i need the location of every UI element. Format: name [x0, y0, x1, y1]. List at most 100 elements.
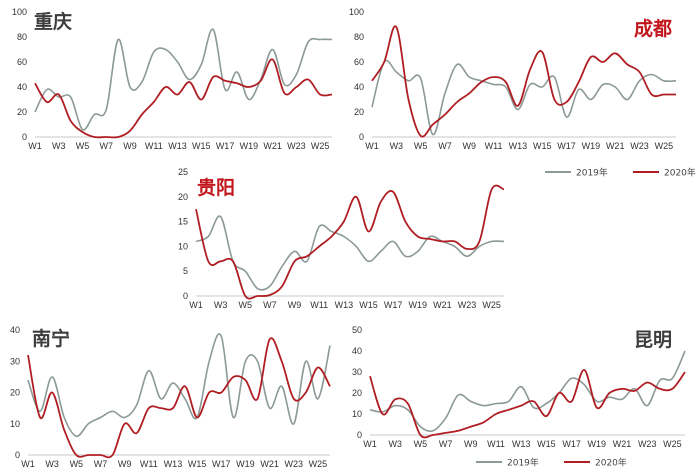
x-tick-label: W15: [188, 459, 207, 469]
x-tick-label: W13: [509, 141, 528, 151]
x-tick-label: W5: [414, 141, 428, 151]
x-tick-label: W17: [557, 141, 576, 151]
x-tick-label: W23: [458, 300, 477, 310]
x-tick-label: W11: [140, 459, 158, 469]
x-tick-label: W3: [388, 439, 402, 449]
x-tick-label: W17: [212, 459, 231, 469]
chart-title: 重庆: [34, 10, 72, 33]
y-tick-label: 20: [17, 107, 27, 117]
x-tick-label: W3: [45, 459, 59, 469]
y-tick-label: 80: [17, 32, 27, 42]
y-tick-label: 40: [354, 82, 364, 92]
x-tick-label: W15: [533, 141, 552, 151]
x-tick-label: W9: [463, 141, 477, 151]
y-tick-label: 10: [10, 419, 20, 429]
x-tick-label: W1: [365, 141, 379, 151]
x-tick-label: W25: [663, 439, 682, 449]
x-tick-label: W7: [439, 439, 453, 449]
y-tick-label: 40: [17, 82, 27, 92]
x-tick-label: W13: [335, 300, 354, 310]
chart-title: 贵阳: [197, 177, 235, 199]
x-tick-label: W11: [487, 439, 505, 449]
x-tick-label: W5: [414, 439, 428, 449]
y-tick-label: 5: [183, 266, 188, 276]
y-tick-label: 80: [354, 32, 364, 42]
legend-bottom: 2019年 2020年: [476, 457, 627, 469]
y-tick-label: 0: [357, 430, 362, 440]
x-tick-label: W9: [123, 141, 137, 151]
y-tick-label: 20: [10, 388, 20, 398]
x-tick-label: W21: [263, 141, 282, 151]
series-line-2019: [369, 350, 686, 433]
chart-chengdu: 0 20 40 60 80 100 W1 W3 W5 W7 W9 W11 W13 W15 W17 W19 W21…: [349, 7, 677, 151]
x-tick-label: W17: [384, 300, 403, 310]
x-tick-label: W9: [464, 439, 478, 449]
y-tick-label: 50: [352, 325, 362, 335]
x-tick-label: W11: [310, 300, 328, 310]
x-tick-label: W23: [287, 141, 306, 151]
y-tick-label: 100: [12, 7, 27, 17]
x-tick-label: W1: [363, 439, 377, 449]
x-tick-label: W7: [100, 141, 114, 151]
x-tick-label: W1: [21, 459, 35, 469]
y-tick-label: 20: [352, 388, 362, 398]
series-line-2020: [34, 58, 333, 139]
x-tick-label: W17: [562, 439, 581, 449]
series-line-2020: [195, 184, 505, 300]
x-tick-label: W11: [485, 141, 503, 151]
x-tick-label: W3: [390, 141, 404, 151]
y-tick-label: 20: [354, 107, 364, 117]
y-tick-label: 40: [10, 325, 20, 335]
x-tick-label: W13: [168, 141, 187, 151]
series-line-2020: [371, 25, 676, 138]
x-tick-label: W5: [239, 300, 253, 310]
series-line-2019: [195, 215, 505, 291]
y-tick-label: 0: [22, 132, 27, 142]
x-tick-label: W3: [52, 141, 66, 151]
y-tick-label: 25: [178, 167, 188, 177]
x-tick-label: W13: [164, 459, 183, 469]
x-tick-label: W7: [94, 459, 108, 469]
x-tick-label: W1: [28, 141, 42, 151]
x-tick-label: W7: [438, 141, 452, 151]
series-line-2020: [369, 368, 686, 439]
y-tick-label: 30: [352, 367, 362, 377]
chart-guiyang: 0 5 10 15 20 25 W1 W3 W5 W7 W9 W11 W13 W15 W17 W19 W21 W2…: [178, 167, 505, 310]
x-tick-label: W23: [638, 439, 657, 449]
x-tick-label: W3: [214, 300, 228, 310]
series-line-2019: [371, 59, 677, 136]
x-tick-label: W15: [359, 300, 378, 310]
series-line-2019: [27, 333, 331, 438]
x-tick-label: W17: [216, 141, 235, 151]
chart-title: 昆明: [634, 329, 672, 351]
x-tick-label: W5: [76, 141, 90, 151]
legend-label: 2020年: [595, 457, 627, 469]
x-tick-label: W5: [70, 459, 84, 469]
x-tick-label: W1: [189, 300, 203, 310]
x-tick-label: W15: [537, 439, 556, 449]
chart-title: 成都: [634, 17, 672, 40]
x-tick-label: W21: [606, 141, 625, 151]
x-tick-label: W25: [482, 300, 501, 310]
chart-kunming: 0 10 20 30 40 50 W1 W3 W5 W7 W9 W11 W13 W15 W17 W19 W21 W…: [352, 325, 686, 449]
y-tick-label: 20: [178, 192, 188, 202]
chart-chongqing: 0 20 40 60 80 100 W1 W3 W5 W7 W9 W11 W13 W15 W17 W19 W21…: [12, 7, 333, 151]
x-tick-label: W25: [311, 141, 330, 151]
series-line-2020: [27, 337, 331, 459]
y-tick-label: 0: [15, 450, 20, 460]
x-tick-label: W21: [613, 439, 632, 449]
y-tick-label: 15: [178, 217, 188, 227]
legend-label: 2020年: [664, 167, 696, 179]
x-tick-label: W11: [145, 141, 163, 151]
x-tick-label: W7: [263, 300, 277, 310]
x-tick-label: W9: [118, 459, 132, 469]
y-tick-label: 0: [359, 132, 364, 142]
y-tick-label: 0: [183, 291, 188, 301]
y-tick-label: 40: [352, 346, 362, 356]
x-tick-label: W19: [588, 439, 607, 449]
y-tick-label: 10: [178, 241, 188, 251]
x-tick-label: W15: [192, 141, 211, 151]
legend-mid: 2019年 2020年: [545, 167, 696, 179]
y-tick-label: 60: [17, 57, 27, 67]
